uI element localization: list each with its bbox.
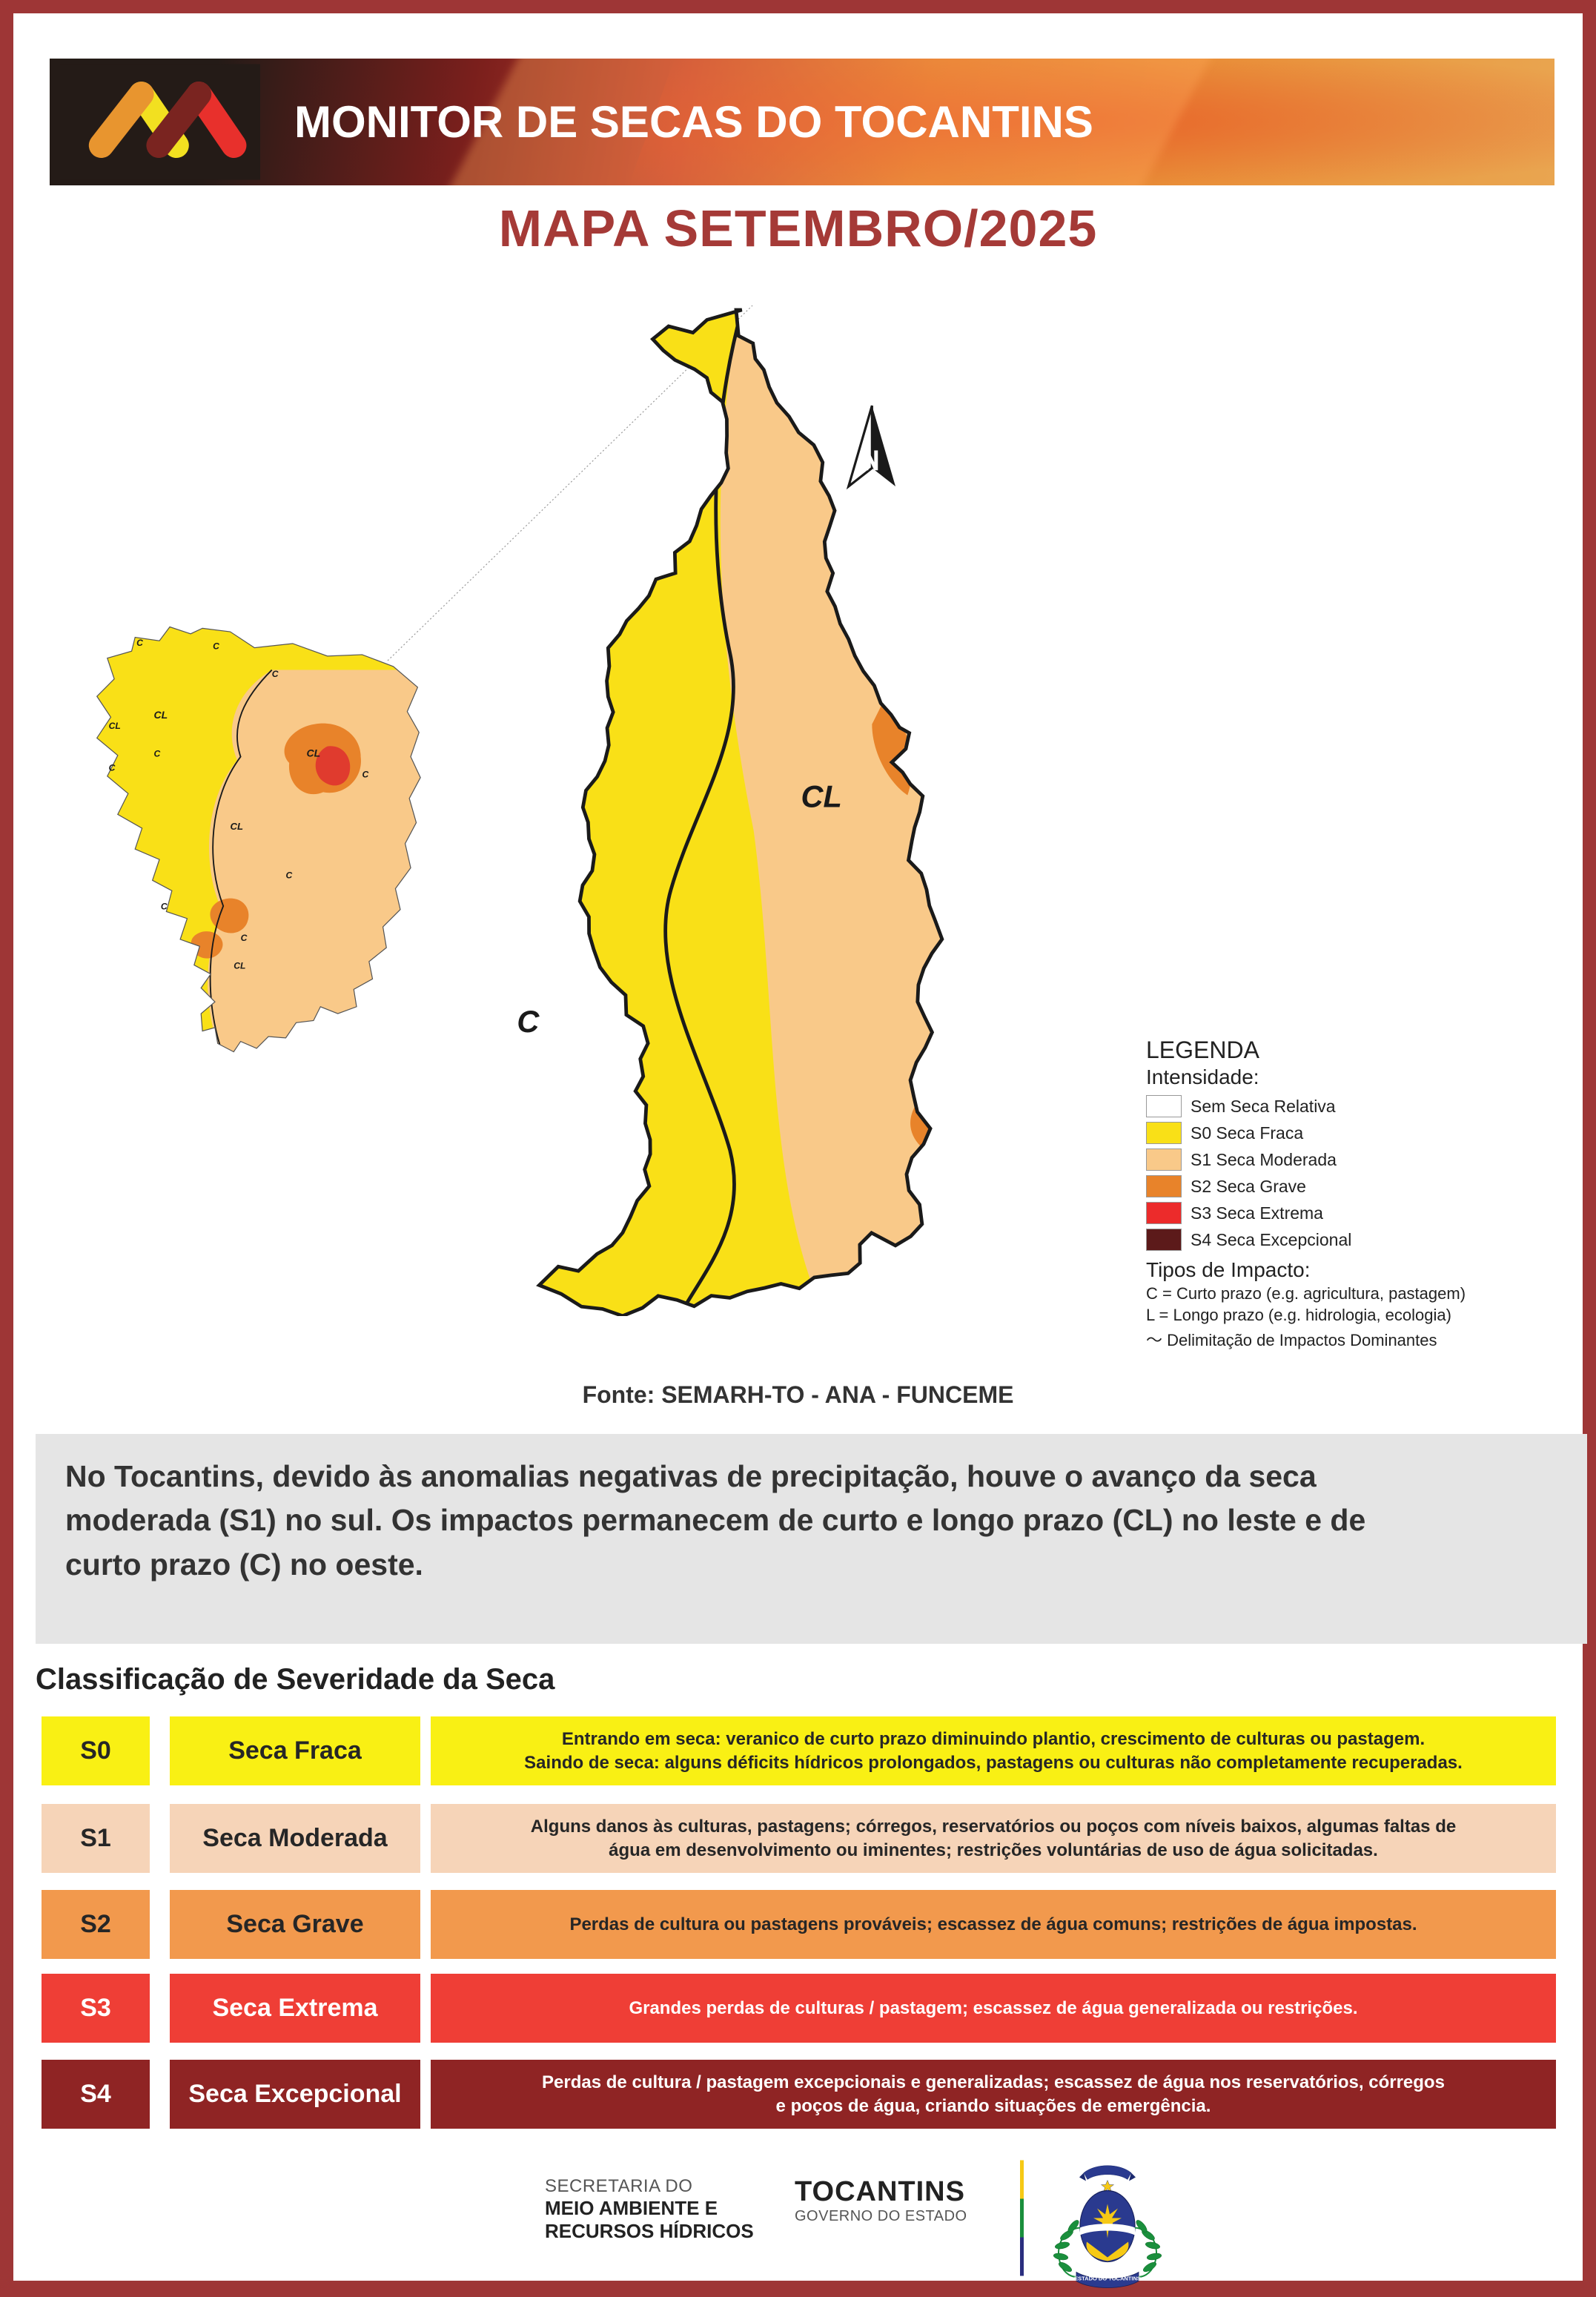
- svg-text:CL: CL: [307, 747, 321, 759]
- svg-text:C: C: [136, 638, 143, 648]
- svg-text:CL: CL: [801, 779, 842, 814]
- svg-text:C: C: [362, 770, 368, 780]
- svg-text:C: C: [154, 749, 161, 759]
- svg-text:C: C: [109, 762, 116, 773]
- svg-text:CL: CL: [154, 709, 168, 721]
- svg-text:C: C: [213, 641, 219, 651]
- svg-text:CL: CL: [234, 960, 245, 971]
- svg-text:C: C: [161, 902, 168, 912]
- svg-text:C: C: [517, 1004, 540, 1039]
- svg-text:C: C: [241, 933, 248, 943]
- svg-text:C: C: [272, 669, 279, 679]
- svg-text:CL: CL: [109, 721, 121, 731]
- svg-text:ESTADO DO TOCANTINS: ESTADO DO TOCANTINS: [1074, 2275, 1141, 2282]
- svg-text:CL: CL: [231, 821, 243, 832]
- svg-text:C: C: [285, 870, 292, 881]
